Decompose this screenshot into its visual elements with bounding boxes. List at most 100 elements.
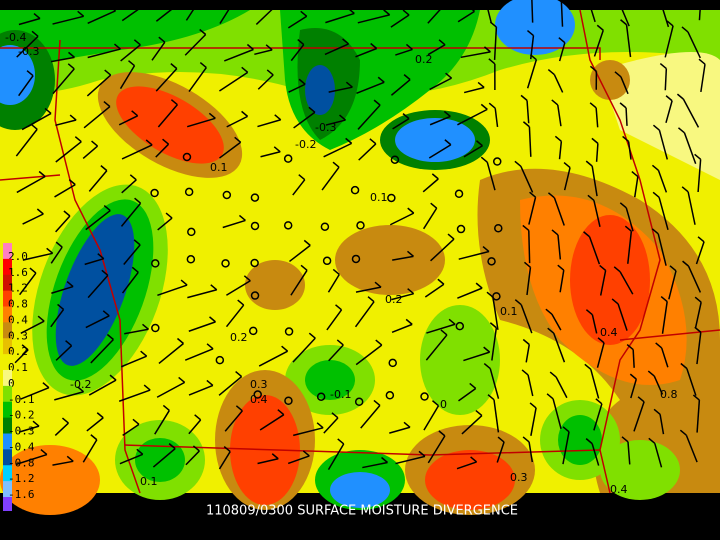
barb-tick [332, 161, 340, 168]
barb-tick [266, 3, 274, 10]
legend-swatch [3, 243, 12, 260]
barb [260, 151, 281, 158]
barb [290, 269, 308, 296]
barb-tick [430, 202, 438, 209]
barb-tick [133, 239, 141, 246]
barb [658, 130, 669, 160]
barb [82, 145, 99, 160]
barb [222, 219, 246, 229]
barb-tick [298, 174, 306, 181]
barb [630, 378, 638, 399]
barb-tick [631, 170, 639, 178]
barb [591, 314, 598, 334]
barb-tick [405, 43, 413, 51]
barb [427, 44, 446, 56]
barb [224, 410, 243, 432]
barb [494, 108, 499, 128]
legend-swatch [3, 306, 12, 323]
field [590, 60, 630, 100]
legend-label: -0.2 [8, 409, 35, 422]
barb-tick [61, 417, 69, 424]
barb-tick [109, 374, 117, 381]
barb-tick [468, 5, 475, 12]
barb-tick [180, 279, 188, 286]
barb-tick [585, 438, 593, 445]
barb-tick [337, 438, 345, 445]
barb [19, 272, 37, 296]
field [135, 438, 185, 482]
barb [389, 426, 411, 434]
barb-tick [652, 191, 660, 198]
calm-marker [215, 355, 225, 365]
barb [686, 368, 697, 396]
legend-swatch [3, 370, 12, 387]
barb [118, 115, 139, 126]
barb [553, 74, 564, 93]
barb [22, 213, 44, 225]
calm-marker [151, 323, 160, 333]
barb-tick [443, 110, 451, 117]
barb-tick [132, 418, 140, 425]
barb-tick [679, 429, 687, 436]
legend-swatch [3, 322, 12, 339]
barb-tick [106, 333, 114, 341]
barb [50, 56, 75, 63]
barb [18, 425, 40, 433]
barb-tick [660, 295, 668, 303]
barb-tick [611, 298, 619, 305]
calm-marker [388, 358, 397, 368]
barb [593, 403, 603, 431]
field [425, 450, 515, 510]
barb-tick [375, 339, 383, 346]
barb [287, 455, 310, 465]
barb [360, 404, 381, 429]
barb-tick [655, 342, 663, 349]
barb-tick [595, 398, 603, 405]
barb-tick [168, 443, 176, 450]
barb [85, 315, 110, 329]
barb-tick [599, 264, 607, 271]
barb-tick [128, 60, 135, 67]
barb-tick [402, 113, 410, 120]
barb [528, 441, 534, 463]
barb-tick [523, 261, 531, 268]
border [0, 47, 601, 60]
contour-label: 0.1 [140, 475, 158, 488]
barb [120, 202, 142, 227]
barb-tick [68, 179, 76, 186]
legend-label: -0.4 [8, 440, 35, 453]
barb-tick [66, 281, 74, 288]
barb-tick [199, 62, 207, 69]
barb-tick [271, 453, 279, 460]
legend-label: -0.8 [8, 456, 35, 469]
barb-tick [554, 135, 562, 142]
barb-tick [483, 362, 491, 370]
barb [225, 304, 245, 328]
barb [687, 191, 696, 225]
barb [654, 443, 663, 468]
field [116, 86, 224, 164]
calm-marker [420, 392, 429, 401]
barb [694, 302, 702, 328]
barb [155, 68, 178, 92]
barb-tick [102, 310, 110, 317]
barb [224, 48, 254, 62]
barb-tick [297, 39, 305, 46]
barb-tick [103, 204, 111, 212]
barb-tick [65, 340, 73, 347]
barb [687, 31, 701, 59]
barb [428, 144, 452, 159]
barb-tick [143, 384, 151, 391]
barb [590, 369, 600, 399]
barb-tick [551, 229, 559, 236]
barb-tick [235, 371, 243, 378]
barb-tick [431, 173, 439, 180]
barb [121, 7, 141, 22]
calm-marker [221, 259, 230, 268]
barb-tick [369, 138, 377, 145]
barb [458, 250, 490, 260]
barb-tick [596, 24, 604, 31]
legend-swatch [3, 401, 12, 419]
barb [55, 215, 71, 233]
barb-tick [69, 114, 77, 121]
